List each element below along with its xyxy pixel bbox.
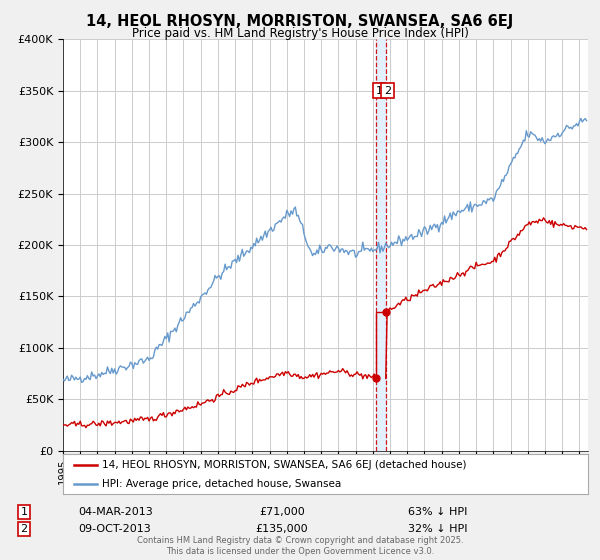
Text: 2: 2 <box>384 86 391 96</box>
Text: £71,000: £71,000 <box>259 507 305 517</box>
Text: 1: 1 <box>376 86 382 96</box>
Text: 09-OCT-2013: 09-OCT-2013 <box>78 524 151 534</box>
Text: 63% ↓ HPI: 63% ↓ HPI <box>408 507 467 517</box>
Text: Price paid vs. HM Land Registry's House Price Index (HPI): Price paid vs. HM Land Registry's House … <box>131 27 469 40</box>
Text: 32% ↓ HPI: 32% ↓ HPI <box>408 524 467 534</box>
Text: 1: 1 <box>20 507 28 517</box>
Text: 2: 2 <box>20 524 28 534</box>
Text: £135,000: £135,000 <box>256 524 308 534</box>
Text: 14, HEOL RHOSYN, MORRISTON, SWANSEA, SA6 6EJ (detached house): 14, HEOL RHOSYN, MORRISTON, SWANSEA, SA6… <box>103 460 467 470</box>
Bar <box>376 39 386 451</box>
Text: 04-MAR-2013: 04-MAR-2013 <box>78 507 153 517</box>
Text: 14, HEOL RHOSYN, MORRISTON, SWANSEA, SA6 6EJ: 14, HEOL RHOSYN, MORRISTON, SWANSEA, SA6… <box>86 14 514 29</box>
Text: HPI: Average price, detached house, Swansea: HPI: Average price, detached house, Swan… <box>103 479 341 489</box>
Text: Contains HM Land Registry data © Crown copyright and database right 2025.
This d: Contains HM Land Registry data © Crown c… <box>137 536 463 556</box>
